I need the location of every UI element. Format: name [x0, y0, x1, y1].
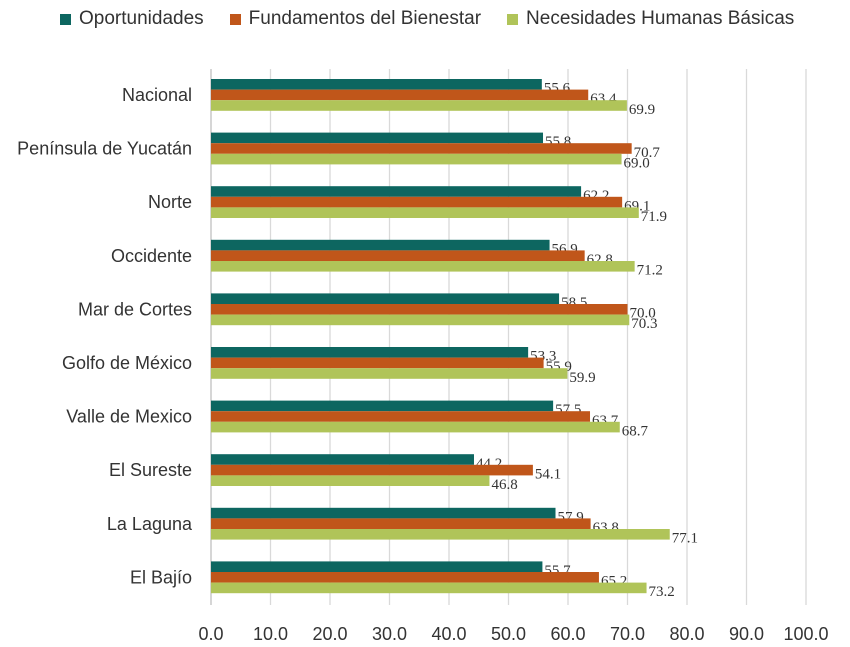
x-tick-label: 60.0 [550, 624, 585, 644]
data-label: 73.2 [649, 584, 675, 600]
category-label: Península de Yucatán [17, 139, 192, 159]
data-label: 70.0 [630, 306, 656, 322]
legend-swatch-oportunidades [60, 13, 71, 25]
bar-1 [211, 89, 589, 101]
bar-2 [211, 207, 639, 218]
bar-1 [211, 250, 585, 261]
category-label: Norte [148, 192, 192, 212]
bar-2 [211, 421, 620, 433]
data-label: 69.9 [629, 102, 655, 118]
data-label: 59.9 [569, 370, 595, 386]
category-label: Occidente [111, 246, 192, 266]
data-label: 71.2 [637, 263, 663, 279]
category-label: Mar de Cortes [78, 299, 192, 319]
bar-2 [211, 582, 647, 594]
bar-2 [211, 153, 622, 165]
bar-0 [211, 400, 554, 412]
bar-2 [211, 475, 490, 486]
data-label: 54.1 [535, 466, 561, 482]
category-label: El Sureste [109, 460, 192, 480]
data-label: 70.3 [631, 316, 657, 332]
bar-2 [211, 368, 568, 379]
x-tick-label: 90.0 [729, 624, 764, 644]
bar-0 [211, 186, 582, 197]
legend-item-fundamentos: Fundamentos del Bienestar [229, 8, 482, 30]
bar-1 [211, 143, 632, 154]
category-label: El Bajío [130, 567, 192, 587]
category-label: Golfo de México [62, 353, 192, 373]
bar-2 [211, 529, 670, 540]
legend-item-necesidades: Necesidades Humanas Básicas [507, 8, 794, 30]
x-tick-label: 50.0 [491, 624, 526, 644]
x-tick-label: 10.0 [253, 624, 288, 644]
bar-0 [211, 454, 474, 465]
bar-1 [211, 357, 544, 369]
data-label: 70.7 [634, 145, 661, 161]
bar-1 [211, 411, 591, 422]
legend: Oportunidades Fundamentos del Bienestar … [60, 8, 820, 30]
bar-2 [211, 100, 627, 111]
bar-2 [211, 261, 635, 272]
category-label: Valle de Mexico [66, 407, 192, 427]
bar-1 [211, 518, 591, 529]
data-label: 69.0 [624, 155, 650, 171]
category-label: La Laguna [107, 514, 193, 534]
bar-1 [211, 572, 599, 583]
legend-swatch-necesidades [507, 13, 519, 25]
legend-item-oportunidades: Oportunidades [60, 8, 204, 30]
data-label: 46.8 [491, 477, 517, 493]
bar-0 [211, 293, 560, 304]
x-tick-label: 0.0 [198, 624, 223, 644]
legend-label-oportunidades: Oportunidades [79, 8, 204, 29]
bar-0 [211, 347, 529, 358]
x-tick-label: 40.0 [431, 624, 466, 644]
data-label: 77.1 [672, 531, 698, 547]
data-label: 71.9 [641, 209, 667, 225]
legend-label-necesidades: Necesidades Humanas Básicas [526, 8, 795, 29]
x-tick-label: 20.0 [312, 624, 347, 644]
data-label: 68.7 [622, 423, 649, 439]
bar-0 [211, 507, 556, 519]
x-tick-label: 100.0 [783, 624, 828, 644]
x-tick-label: 80.0 [669, 624, 704, 644]
bar-0 [211, 79, 542, 90]
bar-1 [211, 196, 623, 208]
legend-swatch-fundamentos [229, 13, 241, 25]
x-tick-label: 70.0 [610, 624, 645, 644]
bar-2 [211, 314, 630, 326]
category-label: Nacional [122, 85, 192, 105]
bar-0 [211, 561, 543, 572]
x-tick-label: 30.0 [372, 624, 407, 644]
legend-label-fundamentos: Fundamentos del Bienestar [248, 8, 482, 29]
bar-0 [211, 239, 550, 251]
bar-1 [211, 304, 628, 315]
bar-1 [211, 464, 533, 476]
bar-0 [211, 132, 544, 144]
